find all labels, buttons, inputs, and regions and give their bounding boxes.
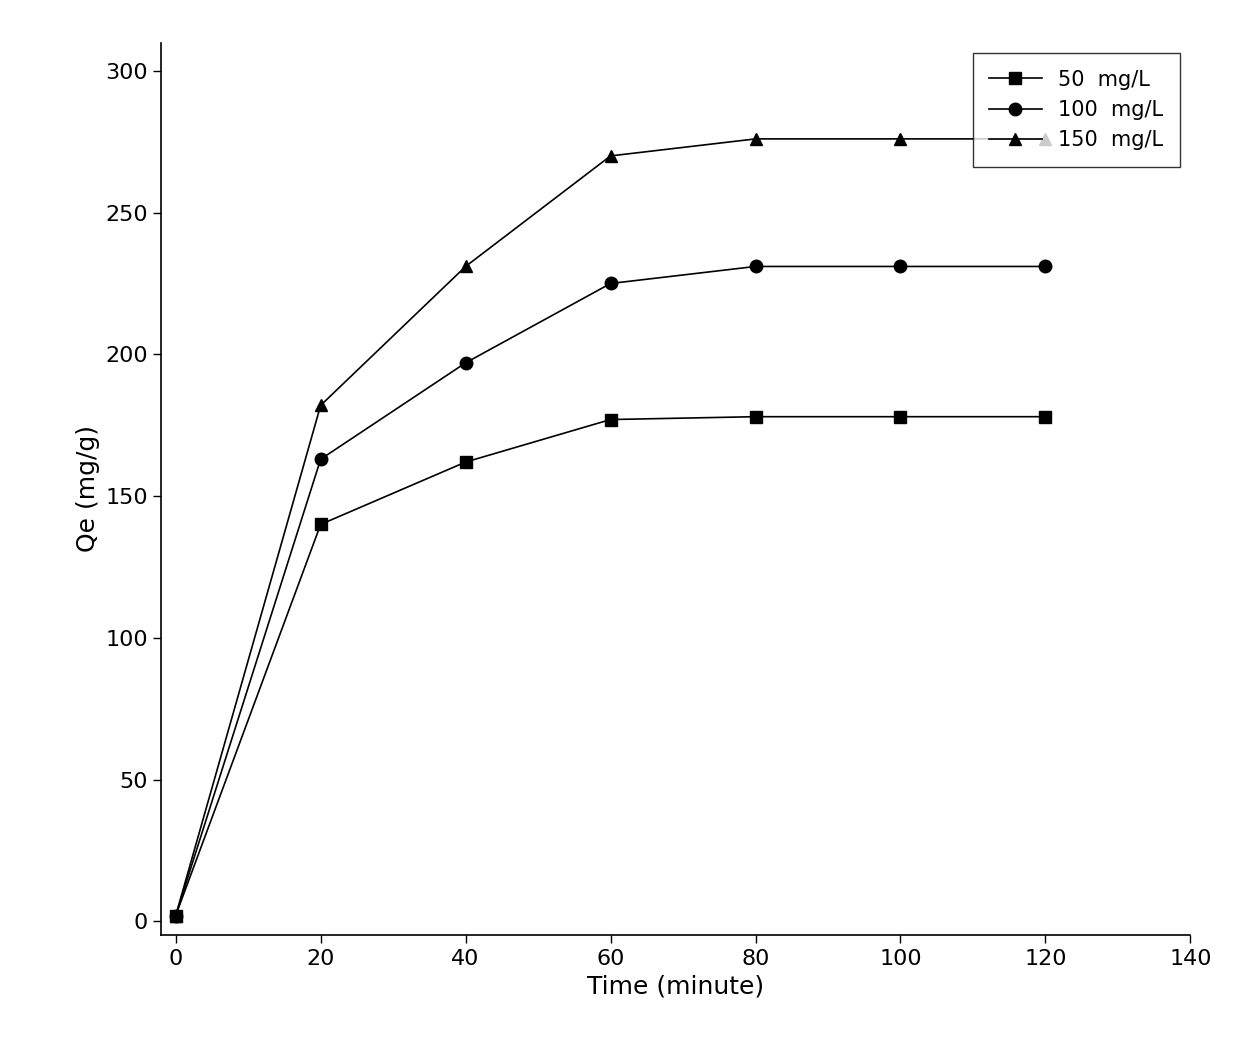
- 50  mg/L: [893, 410, 908, 423]
- 50  mg/L: [603, 414, 618, 426]
- 50  mg/L: [314, 518, 329, 530]
- 100  mg/L: [1038, 260, 1053, 273]
- Legend: 50  mg/L, 100  mg/L, 150  mg/L: 50 mg/L, 100 mg/L, 150 mg/L: [972, 53, 1180, 167]
- 150  mg/L: [603, 150, 618, 163]
- 50  mg/L: [1038, 410, 1053, 423]
- Y-axis label: Qe (mg/g): Qe (mg/g): [76, 425, 100, 553]
- 100  mg/L: [748, 260, 763, 273]
- Line: 100  mg/L: 100 mg/L: [170, 260, 1052, 922]
- 150  mg/L: [1038, 133, 1053, 146]
- X-axis label: Time (minute): Time (minute): [588, 974, 764, 998]
- 50  mg/L: [458, 456, 472, 469]
- 150  mg/L: [458, 260, 472, 273]
- 100  mg/L: [169, 909, 184, 922]
- Line: 50  mg/L: 50 mg/L: [170, 410, 1052, 922]
- Line: 150  mg/L: 150 mg/L: [170, 133, 1052, 922]
- 100  mg/L: [603, 277, 618, 290]
- 100  mg/L: [458, 356, 472, 369]
- 100  mg/L: [314, 453, 329, 466]
- 150  mg/L: [748, 133, 763, 146]
- 150  mg/L: [314, 399, 329, 411]
- 50  mg/L: [169, 909, 184, 922]
- 100  mg/L: [893, 260, 908, 273]
- 150  mg/L: [169, 909, 184, 922]
- 150  mg/L: [893, 133, 908, 146]
- 50  mg/L: [748, 410, 763, 423]
